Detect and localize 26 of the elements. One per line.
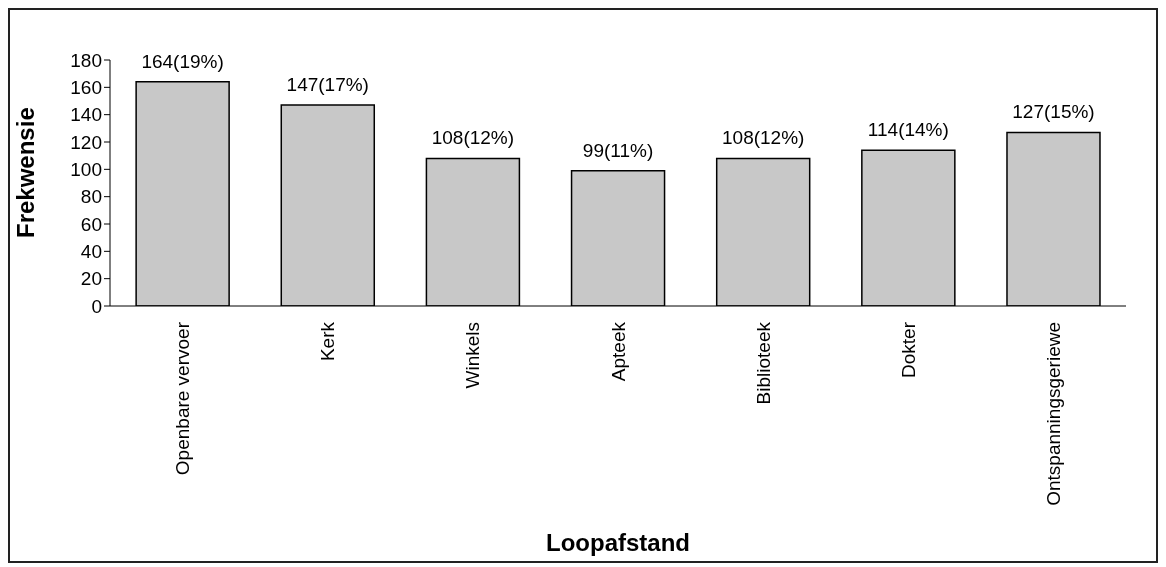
data-label: 114(14%) [867,119,949,141]
data-label: 108(12%) [722,127,805,149]
y-tick-label: 80 [80,186,102,208]
x-tick-label: Dokter [897,321,919,378]
y-tick-label: 100 [70,159,102,181]
x-axis-title: Loopafstand [546,529,690,556]
x-tick-label: Kerk [317,321,339,362]
y-tick-label: 140 [70,104,102,126]
y-tick-label: 40 [80,241,102,263]
y-tick-label: 160 [70,77,102,99]
y-tick-label: 60 [80,213,102,235]
data-label: 164(19%) [141,50,224,72]
y-tick-label: 120 [70,131,102,153]
y-tick-label: 0 [91,295,102,317]
x-tick-label: Apteek [607,321,629,382]
data-label: 108(12%) [431,127,515,149]
data-label: 147(17%) [286,74,369,96]
x-tick-label: Openbare vervoer [172,321,194,476]
data-label: 127(15%) [1012,101,1095,123]
y-tick-label: 20 [80,268,102,290]
x-tick-label: Winkels [462,322,484,389]
y-tick-label: 180 [70,49,102,71]
x-tick-label: Biblioteek [752,321,774,405]
x-tick-label: Ontspanningsgeriewe [1042,322,1064,506]
y-axis-title: Frekwensie [11,107,39,238]
data-label: 99(11%) [582,139,654,161]
